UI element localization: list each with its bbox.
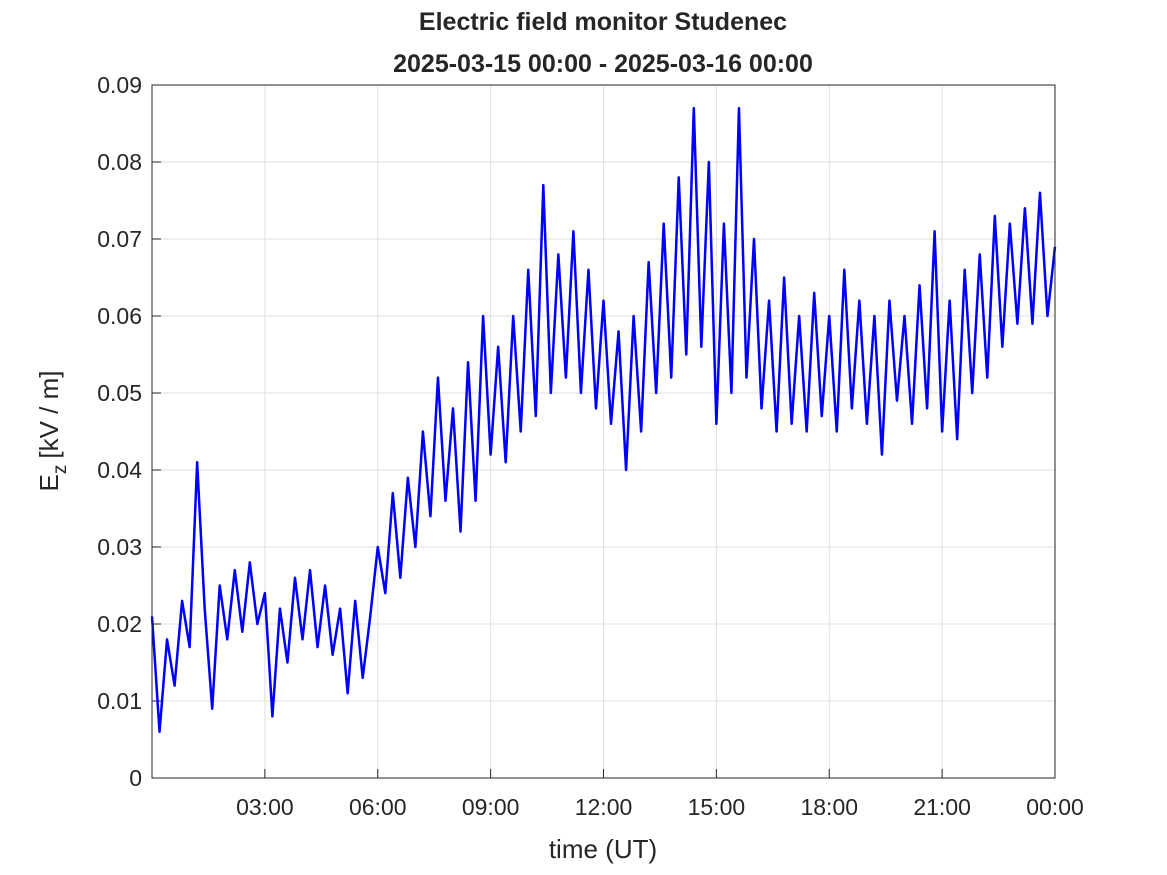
y-tick-label: 0.04	[97, 457, 142, 483]
x-axis-label: time (UT)	[549, 834, 657, 864]
y-tick-label: 0.03	[97, 534, 142, 560]
y-tick-label: 0	[129, 765, 142, 791]
y-axis-label: Ez [kV / m]	[34, 371, 71, 492]
chart-title: Electric field monitor Studenec	[419, 8, 787, 36]
x-tick-label: 21:00	[913, 794, 971, 820]
chart-subtitle: 2025-03-15 00:00 - 2025-03-16 00:00	[393, 50, 813, 78]
x-tick-label: 00:00	[1026, 794, 1084, 820]
data-line	[150, 106, 1057, 734]
x-tick-label: 03:00	[236, 794, 294, 820]
x-tick-label: 12:00	[575, 794, 633, 820]
y-tick-label: 0.07	[97, 226, 142, 252]
x-tick-label: 06:00	[349, 794, 407, 820]
x-tick-label: 09:00	[462, 794, 520, 820]
y-tick-label: 0.02	[97, 611, 142, 637]
y-tick-label: 0.08	[97, 149, 142, 175]
y-tick-label: 0.09	[97, 72, 142, 98]
y-label-sub: z	[50, 465, 71, 475]
y-tick-label: 0.05	[97, 380, 142, 406]
y-tick-label: 0.01	[97, 688, 142, 714]
y-label-main: E	[34, 474, 64, 491]
x-tick-label: 15:00	[688, 794, 746, 820]
y-tick-label: 0.06	[97, 303, 142, 329]
x-tick-label: 18:00	[800, 794, 858, 820]
axes-box	[151, 84, 1056, 779]
y-label-unit: [kV / m]	[34, 371, 64, 459]
